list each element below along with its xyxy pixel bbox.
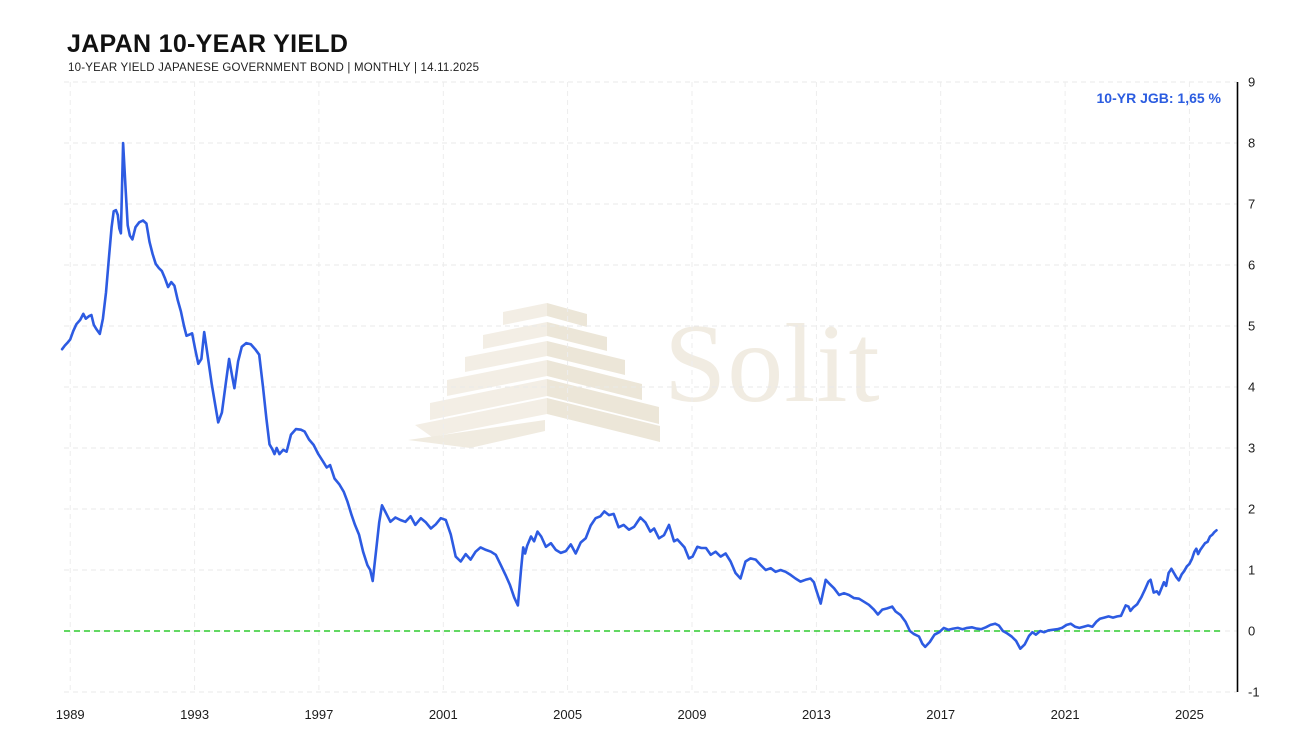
pyramid-logo-icon xyxy=(408,303,660,448)
y-axis-tick-labels: 9 8 7 6 5 4 3 2 1 0 -1 xyxy=(1248,75,1260,700)
svg-text:9: 9 xyxy=(1248,75,1255,90)
svg-text:2013: 2013 xyxy=(802,707,831,722)
svg-text:6: 6 xyxy=(1248,258,1255,273)
chart-subtitle: 10-YEAR YIELD JAPANESE GOVERNMENT BOND |… xyxy=(68,62,480,74)
svg-text:2005: 2005 xyxy=(553,707,582,722)
svg-text:-1: -1 xyxy=(1248,685,1260,700)
svg-text:2025: 2025 xyxy=(1175,707,1204,722)
watermark: Solit xyxy=(408,302,881,448)
svg-text:2021: 2021 xyxy=(1051,707,1080,722)
svg-text:5: 5 xyxy=(1248,319,1255,334)
svg-text:1: 1 xyxy=(1248,563,1255,578)
svg-text:2017: 2017 xyxy=(926,707,955,722)
svg-text:7: 7 xyxy=(1248,197,1255,212)
yield-series-line xyxy=(60,141,1218,650)
svg-text:2: 2 xyxy=(1248,502,1255,517)
watermark-text: Solit xyxy=(664,302,881,426)
svg-text:1997: 1997 xyxy=(304,707,333,722)
svg-text:2001: 2001 xyxy=(429,707,458,722)
svg-text:1993: 1993 xyxy=(180,707,209,722)
x-axis-tick-labels: 1989 1993 1997 2001 2005 2009 2013 2017 2021 2025 xyxy=(56,707,1204,722)
svg-text:0: 0 xyxy=(1248,624,1255,639)
svg-text:4: 4 xyxy=(1248,380,1255,395)
svg-text:2009: 2009 xyxy=(678,707,707,722)
svg-text:8: 8 xyxy=(1248,136,1255,151)
page-title: JAPAN 10-YEAR YIELD xyxy=(67,30,349,58)
svg-text:3: 3 xyxy=(1248,441,1255,456)
svg-text:1989: 1989 xyxy=(56,707,85,722)
gridlines xyxy=(64,81,1237,693)
